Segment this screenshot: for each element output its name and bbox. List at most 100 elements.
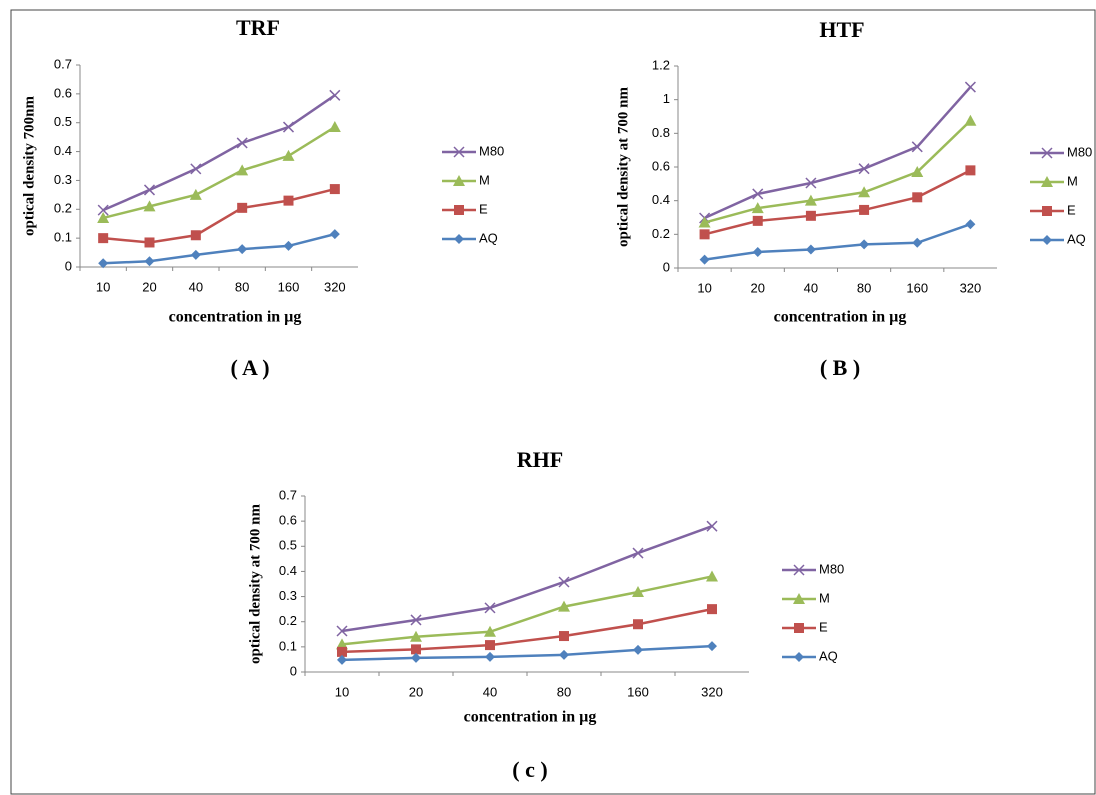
- series-line: [704, 119, 972, 224]
- marker: [911, 166, 924, 178]
- marker: [1041, 147, 1053, 159]
- marker: [805, 210, 816, 221]
- marker: [858, 186, 871, 198]
- marker: [633, 619, 643, 630]
- y-axis-label: optical density 700nm: [21, 95, 37, 236]
- y-tick-label: 0.3: [54, 172, 72, 187]
- marker: [282, 121, 295, 133]
- y-tick-label: 0.4: [652, 192, 670, 207]
- y-tick-label: 0: [663, 259, 670, 274]
- marker: [632, 586, 644, 598]
- x-tick-label: 320: [701, 684, 723, 699]
- legend-label: E: [1067, 202, 1076, 217]
- legend-label: AQ: [479, 230, 498, 245]
- marker: [411, 644, 421, 655]
- y-tick-label: 0.1: [279, 638, 297, 653]
- marker: [1042, 206, 1052, 216]
- marker: [236, 164, 249, 176]
- marker: [805, 244, 816, 255]
- x-tick-label: 80: [235, 279, 249, 294]
- y-tick-label: 0.7: [54, 56, 72, 71]
- marker: [558, 600, 570, 612]
- legend-label: AQ: [819, 648, 838, 663]
- legend-label: M80: [1067, 144, 1092, 159]
- chart-title: HTF: [819, 17, 864, 42]
- marker: [453, 146, 465, 158]
- legend-label: M: [1067, 173, 1078, 188]
- marker: [329, 89, 341, 101]
- y-tick-label: 1.2: [652, 57, 670, 72]
- y-tick-label: 0.6: [279, 513, 297, 528]
- marker: [964, 114, 977, 126]
- marker: [97, 204, 109, 216]
- y-tick-label: 0.3: [279, 588, 297, 603]
- marker: [805, 177, 817, 189]
- y-tick-label: 0.6: [54, 85, 72, 100]
- legend-label: M: [819, 590, 830, 605]
- marker: [282, 149, 295, 161]
- panel-label: ( c ): [512, 757, 547, 782]
- marker: [707, 641, 717, 652]
- marker: [485, 651, 495, 662]
- marker: [793, 593, 805, 604]
- x-tick-label: 40: [189, 279, 203, 294]
- y-axis-label: optical density at 700 nm: [615, 86, 631, 247]
- marker: [794, 652, 804, 662]
- marker: [965, 219, 976, 230]
- marker: [283, 195, 294, 206]
- x-axis-label: concentration in µg: [169, 309, 302, 326]
- marker: [698, 216, 711, 228]
- marker: [190, 163, 202, 175]
- marker: [98, 258, 109, 269]
- marker: [707, 604, 717, 615]
- marker: [858, 163, 870, 175]
- series-line: [103, 187, 336, 244]
- legend-label: E: [819, 619, 828, 634]
- series-line: [102, 94, 336, 212]
- marker: [454, 205, 464, 215]
- y-axis-label: optical density at 700 nm: [247, 503, 263, 664]
- marker: [965, 165, 976, 176]
- y-tick-label: 0.2: [652, 226, 670, 241]
- y-tick-label: 1: [663, 91, 670, 106]
- marker: [190, 230, 201, 241]
- marker: [97, 211, 110, 223]
- marker: [752, 247, 763, 258]
- marker: [453, 175, 465, 186]
- x-tick-label: 80: [857, 280, 871, 295]
- y-tick-label: 0.8: [652, 125, 670, 140]
- x-tick-label: 10: [96, 279, 110, 294]
- marker: [752, 215, 763, 226]
- y-tick-label: 0.2: [279, 613, 297, 628]
- series-line: [102, 125, 336, 220]
- x-axis-label: concentration in µg: [774, 309, 907, 326]
- marker: [98, 233, 109, 244]
- series-line: [103, 232, 336, 265]
- x-tick-label: 40: [804, 280, 818, 295]
- marker: [144, 256, 155, 267]
- x-tick-label: 20: [409, 684, 423, 699]
- marker: [699, 229, 710, 240]
- series-line: [704, 223, 971, 261]
- marker: [752, 188, 764, 200]
- marker: [143, 200, 156, 212]
- chart-title: TRF: [236, 15, 280, 40]
- x-tick-label: 10: [335, 684, 349, 699]
- series-line: [704, 169, 971, 236]
- y-tick-label: 0: [290, 663, 297, 678]
- marker: [143, 184, 156, 196]
- series-line: [341, 644, 713, 662]
- x-tick-label: 80: [557, 684, 571, 699]
- marker: [454, 234, 464, 244]
- marker: [189, 188, 202, 200]
- marker: [559, 631, 569, 642]
- legend-label: AQ: [1067, 231, 1086, 246]
- marker: [190, 249, 201, 260]
- marker: [559, 649, 569, 660]
- x-tick-label: 320: [960, 280, 982, 295]
- legend-label: M: [479, 172, 490, 187]
- marker: [794, 623, 804, 633]
- marker: [337, 646, 347, 657]
- marker: [964, 81, 976, 93]
